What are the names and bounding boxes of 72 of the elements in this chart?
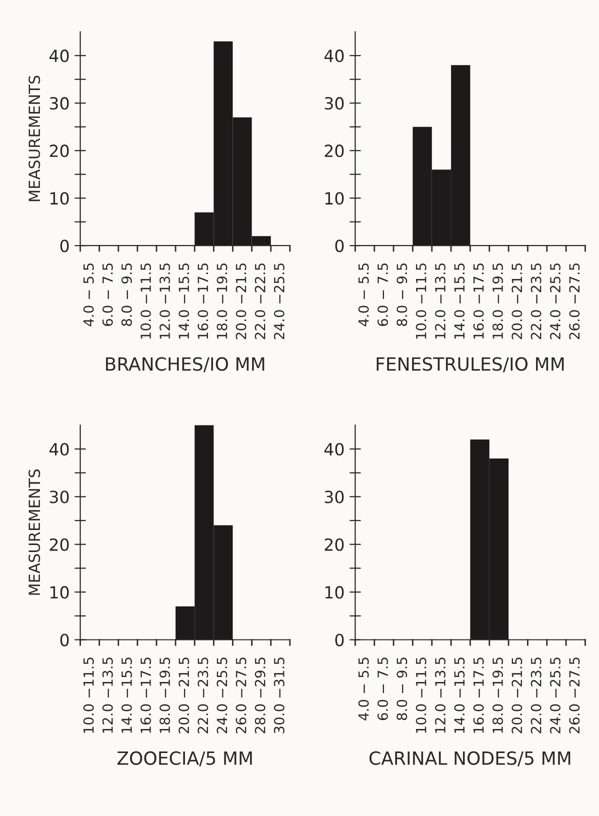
y-tick-label: 10 (325, 192, 344, 205)
y-tick-label: 10 (325, 586, 344, 599)
x-tick-label: 12.0 −13.5 (434, 263, 446, 339)
y-tick-label: 40 (49, 442, 69, 456)
y-tick-label: 30 (50, 490, 69, 504)
x-tick-label: 26.0 −27.5 (236, 658, 246, 734)
x-tick-label: 14.0 −15.5 (178, 263, 190, 339)
x-tick-label: 14.0 −15.5 (121, 658, 132, 733)
y-tick-label: 20 (50, 538, 69, 551)
y-tick-label: 40 (324, 442, 344, 456)
x-tick-label: 8.0 − 9.5 (396, 658, 408, 720)
y-tick-label: 10 (50, 192, 69, 205)
x-tick-label: 20.0 −21.5 (178, 658, 190, 734)
x-tick-label: 12.0 −13.5 (160, 263, 170, 339)
x-tick-label: 6.0 − 7.5 (377, 658, 388, 720)
x-tick-label: 12.0 −13.5 (434, 658, 446, 733)
x-tick-label: 18.0 −19.5 (492, 263, 503, 339)
x-tick-label: 22.0 −23.5 (530, 658, 542, 734)
x-tick-label: 24.0 −25.5 (216, 658, 228, 734)
x-axis-title: ZOOECIA/5 MM (117, 751, 252, 766)
x-axis-title: CARINAL NODES/5 MM (370, 751, 570, 766)
x-tick-label: 8.0 − 9.5 (121, 263, 132, 326)
y-tick-label: 0 (335, 634, 344, 646)
x-tick-label: 10.0 −11.5 (140, 263, 152, 339)
y-tick-label: 30 (50, 97, 69, 110)
x-tick-label: 10.0 −11.5 (416, 263, 426, 339)
y-tick-label: 30 (324, 97, 344, 110)
x-tick-label: 18.0 −19.5 (492, 658, 503, 733)
y-tick-label: 20 (50, 144, 69, 158)
x-tick-label: 4.0 − 5.5 (358, 658, 369, 720)
x-tick-label: 24.0 −25.5 (550, 658, 560, 734)
x-tick-label: 26.0 −27.5 (569, 263, 580, 340)
y-tick-label: 20 (324, 538, 344, 551)
y-tick-label: 30 (324, 490, 344, 504)
y-tick-label: 10 (50, 586, 69, 599)
x-tick-label: 16.0 −17.5 (473, 658, 484, 733)
x-tick-label: 20.0 −21.5 (236, 263, 246, 340)
x-tick-label: 14.0 −15.5 (454, 263, 465, 339)
x-tick-label: 14.0 −15.5 (454, 658, 465, 733)
y-tick-label: 20 (324, 144, 344, 158)
x-tick-label: 16.0 −17.5 (473, 263, 484, 339)
x-tick-label: 4.0 − 5.5 (358, 263, 369, 326)
x-tick-label: 12.0 −13.5 (102, 658, 113, 733)
x-tick-label: 6.0 − 7.5 (102, 263, 113, 326)
x-tick-label: 4.0 − 5.5 (83, 263, 94, 326)
y-tick-label: 40 (324, 50, 344, 62)
x-tick-label: 18.0 −19.5 (216, 263, 228, 339)
x-axis-title: BRANCHES/IO MM (106, 357, 264, 372)
x-tick-label: 16.0 −17.5 (198, 263, 208, 339)
y-tick-label: 0 (335, 240, 344, 252)
x-tick-label: 22.0 −23.5 (530, 263, 542, 340)
x-tick-label: 6.0 − 7.5 (377, 263, 388, 326)
y-tick-label: 40 (49, 50, 69, 62)
x-tick-label: 10.0 −11.5 (416, 658, 426, 733)
x-tick-label: 22.0 −23.5 (198, 658, 208, 734)
y-tick-label: 0 (60, 240, 69, 252)
x-tick-label: 30.0 −31.5 (274, 658, 284, 734)
x-tick-label: 10.0 −11.5 (83, 658, 94, 733)
x-tick-label: 20.0 −21.5 (512, 263, 522, 340)
x-tick-label: 28.0 −29.5 (254, 658, 266, 734)
x-tick-label: 24.0 −25.5 (274, 263, 284, 340)
x-tick-label: 22.0 −22.5 (254, 263, 266, 340)
x-tick-label: 16.0 −17.5 (140, 658, 152, 733)
y-axis-title: MEASUREMENTS (28, 469, 40, 595)
x-axis-title: FENESTRULES/IO MM (376, 357, 564, 372)
x-tick-label: 26.0 −27.5 (569, 658, 580, 734)
x-tick-label: 18.0 −19.5 (160, 658, 170, 733)
x-tick-label: 24.0 −25.5 (550, 263, 560, 340)
x-tick-label: 8.0 − 9.5 (396, 263, 408, 326)
x-tick-label: 20.0 −21.5 (512, 658, 522, 734)
y-tick-label: 0 (60, 634, 69, 646)
y-axis-title: MEASUREMENTS (28, 76, 40, 202)
